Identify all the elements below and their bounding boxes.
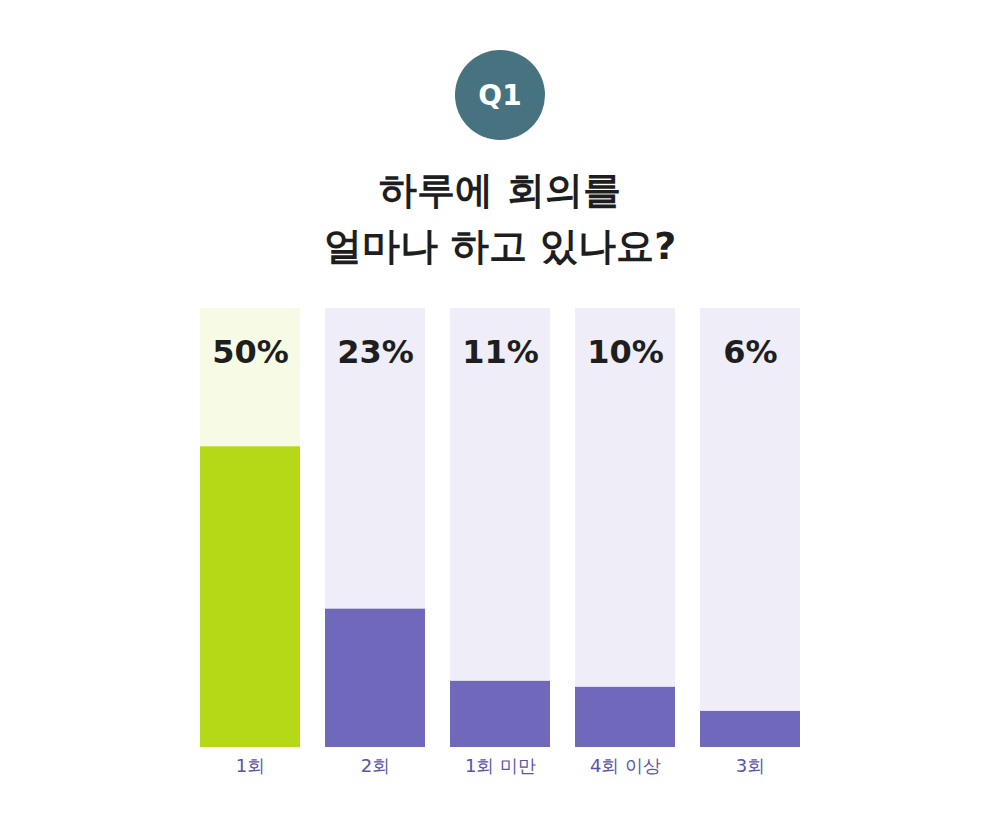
- svg-text:10%: 10%: [587, 333, 664, 371]
- svg-text:2회: 2회: [361, 755, 390, 776]
- svg-text:1회 미만: 1회 미만: [465, 755, 536, 776]
- svg-text:3회: 3회: [736, 755, 765, 776]
- svg-text:6%: 6%: [723, 333, 777, 371]
- svg-text:11%: 11%: [462, 333, 539, 371]
- svg-text:1회: 1회: [236, 755, 265, 776]
- html-text:Q1: Q1: [478, 78, 522, 112]
- svg-text:23%: 23%: [337, 333, 414, 371]
- html-text:하루에 회의를 얼마나 하고 있나요?: 하루에 회의를 얼마나 하고 있나요?: [323, 168, 677, 268]
- svg-text:50%: 50%: [212, 333, 289, 371]
- svg-text:4회 이상: 4회 이상: [590, 755, 661, 776]
